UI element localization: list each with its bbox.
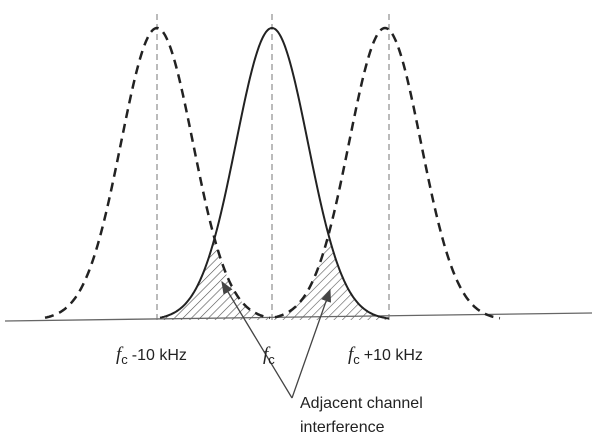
symbol: f [116,344,124,365]
adjacent-curve [274,26,501,320]
baseline [4,312,592,322]
subscript: c [121,352,128,367]
annotation-line: interference [300,419,385,436]
label-upper: fc +10 kHz [348,344,423,367]
pointer-arrow [291,288,332,399]
frequency-labels: fc -10 kHz fc fc +10 kHz [116,344,423,367]
subscript: c [268,352,275,367]
suffix: +10 kHz [364,347,423,364]
suffix: -10 kHz [132,347,187,364]
subscript: c [353,352,360,367]
interference-area [272,236,389,320]
symbol: f [263,344,271,365]
interference-area [160,240,272,320]
label-lower: fc -10 kHz [116,344,187,367]
pointer-arrow [221,280,293,399]
annotation-line: Adjacent channel [300,395,423,412]
adjacent-curve [44,26,271,320]
shapes [4,14,592,399]
symbol: f [348,344,356,365]
channel-curve [159,26,390,320]
label-center: fc [263,344,275,367]
